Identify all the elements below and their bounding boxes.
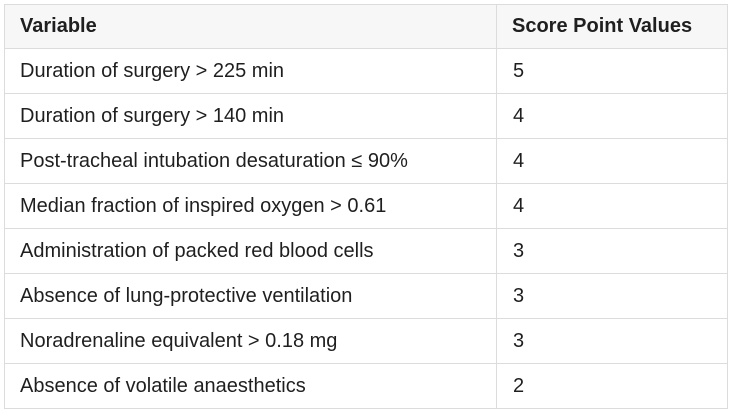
table-row: Absence of volatile anaesthetics 2 <box>4 363 728 409</box>
score-cell: 3 <box>496 273 728 319</box>
variable-cell: Absence of volatile anaesthetics <box>4 363 497 409</box>
variable-cell: Absence of lung-protective ventilation <box>4 273 497 319</box>
score-cell: 4 <box>496 183 728 229</box>
table-row: Duration of surgery > 140 min 4 <box>4 93 728 139</box>
score-cell: 2 <box>496 363 728 409</box>
column-header-score: Score Point Values <box>496 4 728 49</box>
variable-cell: Noradrenaline equivalent > 0.18 mg <box>4 318 497 364</box>
column-header-variable: Variable <box>4 4 497 49</box>
table-row: Median fraction of inspired oxygen > 0.6… <box>4 183 728 229</box>
variable-cell: Duration of surgery > 140 min <box>4 93 497 139</box>
score-cell: 5 <box>496 48 728 94</box>
table-header-row: Variable Score Point Values <box>4 4 728 49</box>
score-cell: 3 <box>496 228 728 274</box>
table-row: Administration of packed red blood cells… <box>4 228 728 274</box>
variable-cell: Median fraction of inspired oxygen > 0.6… <box>4 183 497 229</box>
score-table-container: Variable Score Point Values Duration of … <box>4 4 728 409</box>
table-row: Absence of lung-protective ventilation 3 <box>4 273 728 319</box>
score-cell: 4 <box>496 93 728 139</box>
table-row: Noradrenaline equivalent > 0.18 mg 3 <box>4 318 728 364</box>
table-row: Post-tracheal intubation desaturation ≤ … <box>4 138 728 184</box>
score-table: Variable Score Point Values Duration of … <box>4 4 728 409</box>
score-cell: 4 <box>496 138 728 184</box>
table-row: Duration of surgery > 225 min 5 <box>4 48 728 94</box>
score-cell: 3 <box>496 318 728 364</box>
variable-cell: Duration of surgery > 225 min <box>4 48 497 94</box>
variable-cell: Administration of packed red blood cells <box>4 228 497 274</box>
variable-cell: Post-tracheal intubation desaturation ≤ … <box>4 138 497 184</box>
